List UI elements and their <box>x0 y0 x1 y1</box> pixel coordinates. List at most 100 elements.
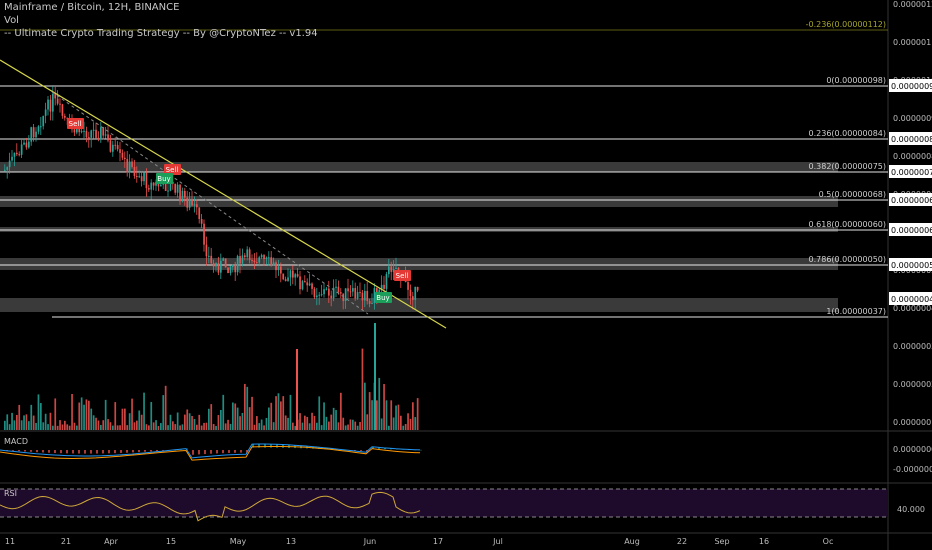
x-tick: Apr <box>104 537 119 546</box>
candle-body <box>301 281 304 290</box>
candle-body <box>23 142 25 145</box>
macd-histogram-bar <box>72 450 74 454</box>
signal-buy <box>156 173 173 184</box>
volume-bar <box>292 422 294 430</box>
volume-bar <box>414 417 417 430</box>
volume-bar <box>236 407 239 430</box>
volume-bar <box>308 423 311 430</box>
candle-body <box>289 270 292 278</box>
volume-bar <box>11 412 13 430</box>
macd-histogram-bar <box>420 449 422 451</box>
candle-body <box>409 289 412 297</box>
candle-body <box>95 129 97 138</box>
macd-histogram-bar <box>162 450 164 451</box>
volume-bar <box>323 402 325 430</box>
candle-body <box>73 129 76 133</box>
candle-body <box>181 190 184 202</box>
signal-sell <box>67 118 84 129</box>
volume-bar <box>157 425 160 430</box>
candle-body <box>366 290 369 302</box>
volume-bar <box>30 404 33 430</box>
fib-label: 0.618(0.00000060) <box>809 220 887 229</box>
volume-bar <box>80 397 83 430</box>
volume-bar <box>335 410 337 430</box>
candle-body <box>49 99 52 112</box>
level-marker-text: 0.00000050 <box>891 261 932 270</box>
volume-bar <box>136 420 138 430</box>
macd-histogram-bar <box>144 450 146 452</box>
candle-body <box>20 144 23 155</box>
price-tick: 0.00000010 <box>893 418 932 427</box>
level-marker <box>889 193 932 206</box>
price-tick: 0.00000020 <box>893 380 932 389</box>
macd-histogram-bar <box>24 450 26 452</box>
candle-body <box>320 294 323 296</box>
candle-body <box>361 292 364 301</box>
candle-body <box>337 286 340 293</box>
volume-bar <box>277 393 280 430</box>
volume-bar <box>119 425 121 430</box>
candle-body <box>373 288 376 304</box>
candle-body <box>352 288 354 292</box>
candle-body <box>222 258 225 261</box>
signal-label: Buy <box>376 294 389 302</box>
candle-body <box>174 183 177 193</box>
fib-label: -0.236(0.00000112) <box>806 20 886 29</box>
volume-bar <box>349 419 352 430</box>
volume-bar <box>383 384 385 430</box>
macd-histogram-bar <box>276 444 278 448</box>
candle-body <box>8 160 11 168</box>
level-marker <box>889 223 932 236</box>
candle-body <box>395 267 397 270</box>
volume-bar <box>212 424 215 430</box>
volume-bar <box>78 402 81 430</box>
candle-body <box>316 295 318 298</box>
volume-bar <box>145 424 148 430</box>
candle-body <box>59 103 61 105</box>
volume-bar <box>200 425 203 430</box>
macd-histogram-bar <box>360 450 362 451</box>
trendline <box>0 59 447 329</box>
candle-body <box>210 255 213 264</box>
volume-bar <box>126 425 129 430</box>
candle-body <box>356 292 359 299</box>
macd-histogram-bar <box>114 450 116 454</box>
level-marker <box>889 258 932 271</box>
volume-bar <box>374 323 376 430</box>
macd-histogram-bar <box>258 444 260 448</box>
candle-body <box>42 115 45 127</box>
candle-body <box>6 167 9 170</box>
volume-bar <box>150 401 153 430</box>
volume-bar <box>234 403 237 430</box>
candle-body <box>155 181 157 186</box>
volume-bar <box>73 422 76 430</box>
macd-histogram-bar <box>216 450 218 454</box>
macd-histogram-bar <box>108 450 110 454</box>
volume-bar <box>253 424 256 430</box>
x-tick: Sep <box>714 537 729 546</box>
macd-histogram-bar <box>204 450 206 455</box>
level-marker <box>889 79 932 92</box>
candle-body <box>383 284 385 289</box>
volume-bar <box>124 408 126 430</box>
volume-bar <box>268 407 270 430</box>
macd-histogram-bar <box>378 447 380 449</box>
volume-bar <box>191 416 193 430</box>
volume-bar <box>388 425 390 430</box>
candle-body <box>205 244 208 257</box>
volume-bar <box>282 396 285 430</box>
candle-body <box>232 264 234 267</box>
volume-bar <box>4 420 6 430</box>
macd-histogram-bar <box>240 450 242 453</box>
volume-bar <box>92 415 95 430</box>
fib-label: 1(0.00000037) <box>826 307 886 316</box>
candle-body <box>80 131 83 133</box>
volume-bar <box>330 414 333 430</box>
volume-bar <box>347 424 349 430</box>
volume-bar <box>56 425 59 430</box>
macd-histogram-bar <box>54 450 56 453</box>
fib-label: 0.5(0.00000068) <box>819 190 886 199</box>
last-price-text: 0.00000042 <box>891 295 932 304</box>
candle-body <box>100 127 102 140</box>
